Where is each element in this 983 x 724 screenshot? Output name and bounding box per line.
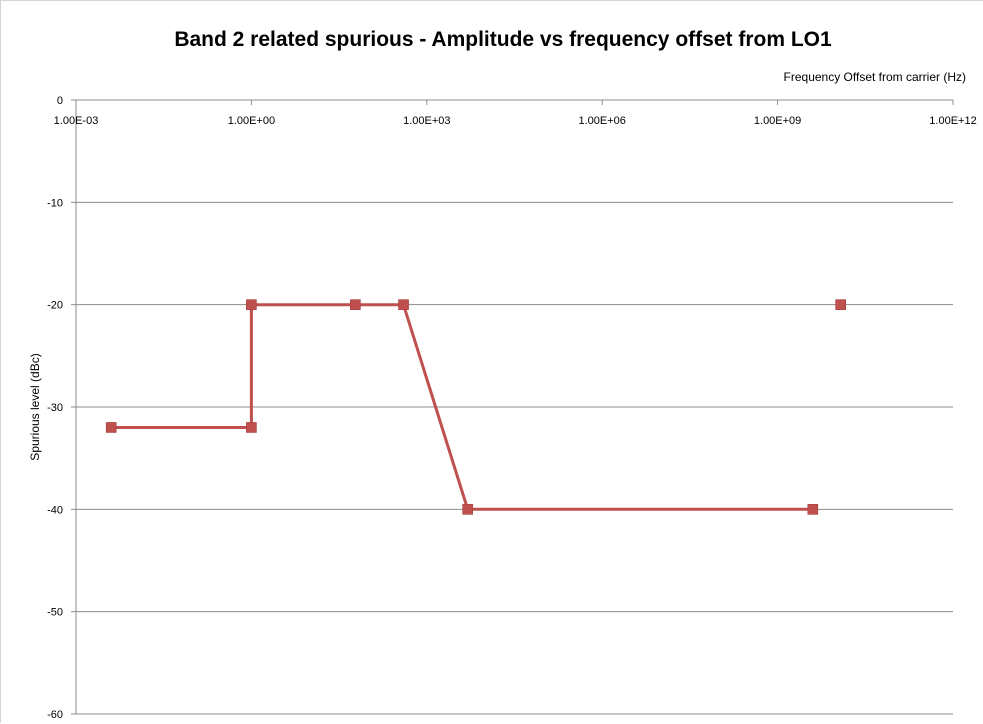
y-tick-label: -30 [47, 402, 63, 414]
data-point-marker [105, 422, 117, 433]
series-layer [105, 299, 846, 515]
series-1 [105, 299, 819, 515]
y-axis-title: Spurious level (dBc) [28, 353, 42, 460]
data-point-marker [398, 299, 409, 310]
x-tick-label: 1.00E+12 [929, 115, 976, 127]
chart-title: Band 2 related spurious - Amplitude vs f… [174, 28, 832, 51]
data-point-marker [246, 422, 257, 433]
y-tick-label: -40 [47, 504, 63, 516]
data-point-marker [835, 299, 846, 310]
x-tick-label: 1.00E+06 [578, 115, 625, 127]
data-point-marker [807, 504, 819, 515]
data-point-marker [462, 504, 473, 515]
x-tick-label: 1.00E-03 [54, 115, 99, 127]
y-tick-label: 0 [57, 95, 63, 107]
gridlines [76, 201, 953, 715]
x-tick-label: 1.00E+00 [228, 115, 275, 127]
y-tick-label: -20 [47, 300, 63, 312]
y-tick-label: -60 [47, 709, 63, 721]
x-tick-label: 1.00E+03 [403, 115, 450, 127]
data-point-marker [350, 299, 361, 310]
tick-labels: 0 -10 -20 -30 -40 -50 -60 1.00E-03 1.00E+00 1.00E… [47, 95, 977, 721]
data-point-marker [246, 299, 257, 310]
x-axis-title: Frequency Offset from carrier (Hz) [784, 70, 966, 84]
y-tick-label: -50 [47, 607, 63, 619]
axes [71, 99, 954, 715]
x-tick-label: 1.00E+09 [754, 115, 801, 127]
series-2 [835, 299, 846, 310]
y-tick-label: -10 [47, 197, 63, 209]
